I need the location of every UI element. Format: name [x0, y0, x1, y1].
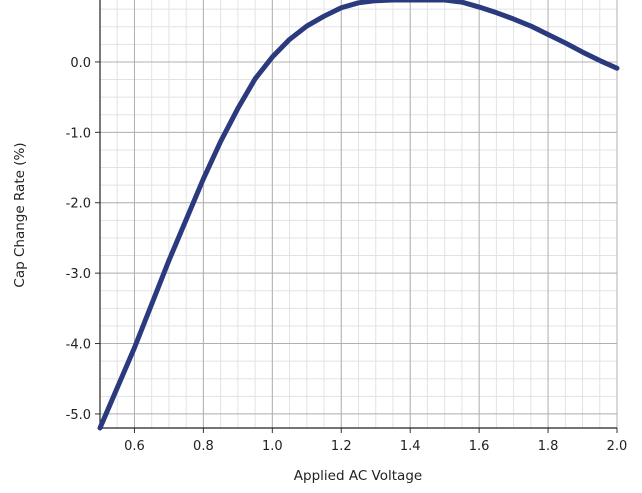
x-tick-label: 1.2	[331, 439, 352, 454]
x-tick-labels: 0.6 0.8 1.0 1.2 1.4 1.6 1.8 2.0	[124, 439, 627, 454]
y-tick-label: -4.0	[66, 338, 91, 353]
y-tick-label: -1.0	[66, 126, 91, 141]
y-tick-label: -3.0	[66, 267, 91, 282]
x-tick-label: 1.8	[538, 439, 559, 454]
y-tick-label: -2.0	[66, 197, 91, 212]
major-grid	[100, 0, 618, 428]
axes	[95, 0, 618, 433]
x-tick-label: 0.8	[193, 439, 214, 454]
x-axis-label: Applied AC Voltage	[294, 468, 422, 484]
y-tick-label: 0.0	[70, 56, 91, 71]
y-axis-label: Cap Change Rate (%)	[12, 142, 28, 287]
y-tick-label: -5.0	[66, 408, 91, 423]
series-layer	[97, 0, 620, 431]
x-tick-label: 0.6	[124, 439, 145, 454]
minor-grid	[99, 0, 618, 428]
x-tick-label: 2.0	[607, 439, 628, 454]
x-tick-label: 1.4	[400, 439, 421, 454]
series-line	[97, 0, 620, 431]
x-tick-label: 1.0	[262, 439, 283, 454]
y-tick-labels: 0.0 -1.0 -2.0 -3.0 -4.0 -5.0	[66, 56, 91, 423]
x-tick-label: 1.6	[469, 439, 490, 454]
